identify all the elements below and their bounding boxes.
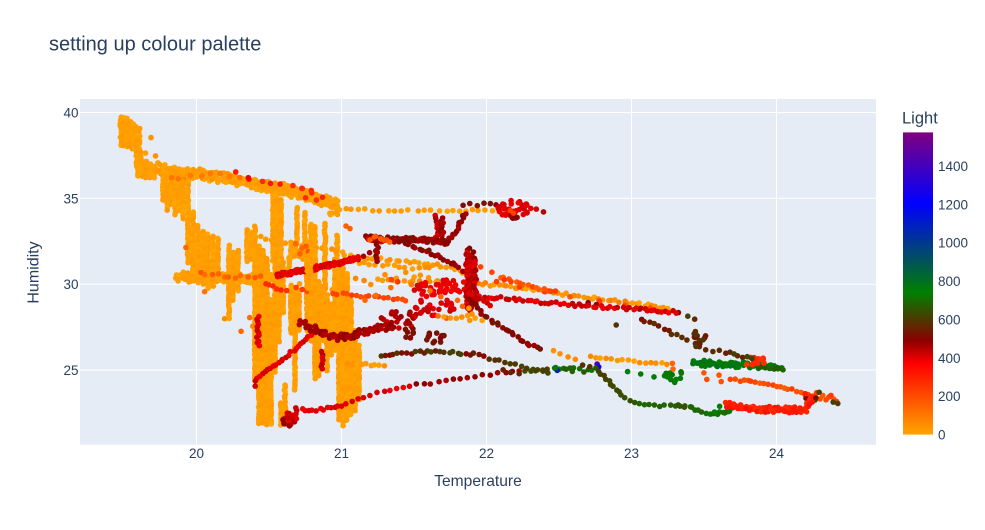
svg-text:200: 200 bbox=[938, 389, 961, 404]
svg-text:setting up colour palette: setting up colour palette bbox=[49, 33, 261, 55]
svg-text:1200: 1200 bbox=[938, 197, 968, 212]
svg-text:20: 20 bbox=[189, 446, 204, 461]
svg-text:Humidity: Humidity bbox=[26, 241, 43, 303]
svg-text:600: 600 bbox=[938, 313, 961, 328]
svg-text:25: 25 bbox=[63, 363, 78, 378]
svg-text:1400: 1400 bbox=[938, 159, 968, 174]
svg-text:22: 22 bbox=[479, 446, 494, 461]
svg-text:1000: 1000 bbox=[938, 236, 968, 251]
svg-text:0: 0 bbox=[938, 428, 946, 443]
svg-text:40: 40 bbox=[63, 106, 78, 121]
svg-text:Light: Light bbox=[902, 110, 938, 128]
svg-text:24: 24 bbox=[769, 446, 785, 461]
svg-text:30: 30 bbox=[63, 277, 78, 292]
svg-text:Temperature: Temperature bbox=[434, 473, 522, 490]
svg-text:21: 21 bbox=[334, 446, 349, 461]
svg-text:400: 400 bbox=[938, 351, 961, 366]
svg-text:800: 800 bbox=[938, 274, 961, 289]
svg-text:23: 23 bbox=[624, 446, 639, 461]
svg-text:35: 35 bbox=[63, 191, 78, 206]
